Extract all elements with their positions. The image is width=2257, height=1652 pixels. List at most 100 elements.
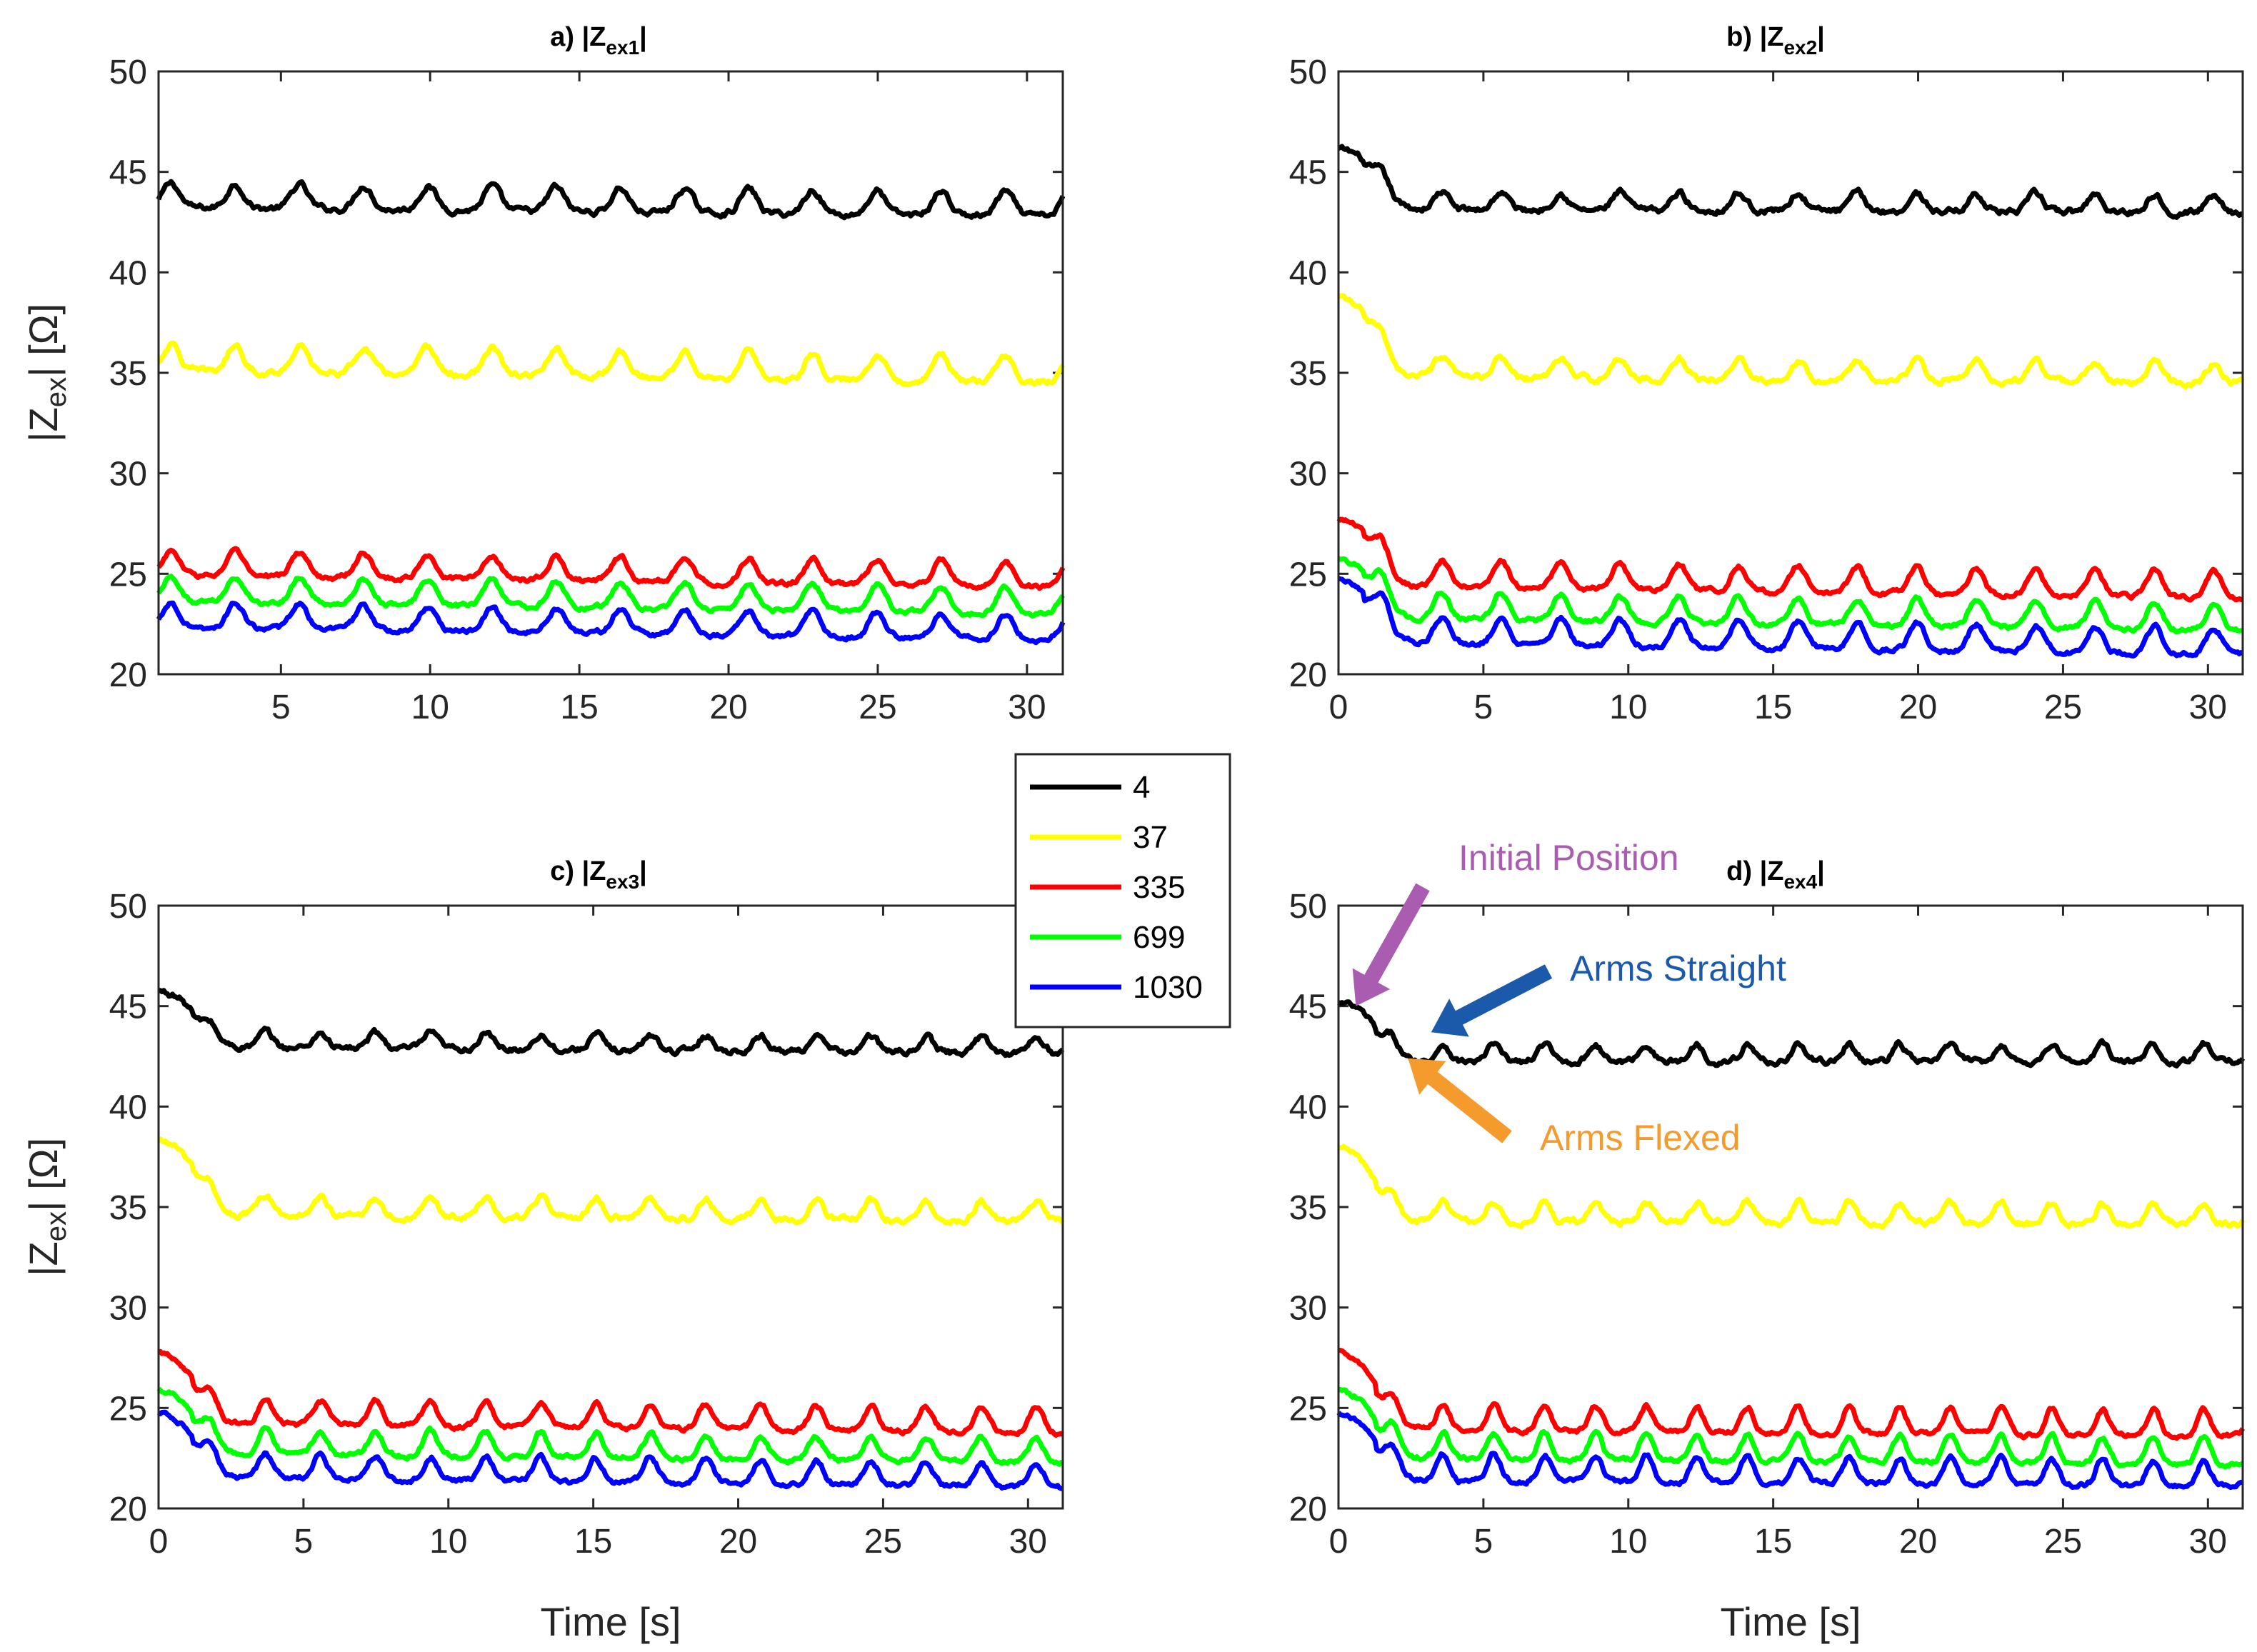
x-tick-label: 10	[1609, 689, 1647, 726]
panel-a-plot-area	[159, 71, 1063, 674]
y-tick-label: 25	[1289, 556, 1327, 594]
annotation-arrow	[1408, 1058, 1512, 1143]
x-tick-label: 5	[1474, 689, 1493, 726]
x-tick-label: 10	[411, 689, 449, 726]
panel-c-plot-area	[159, 906, 1063, 1508]
series-line-1030	[156, 600, 1066, 646]
x-tick-label: 20	[1899, 1523, 1937, 1561]
panel-c-ticks: 20 25 30 35 40 45 50 0 5 10 15 20 25 30	[109, 888, 1063, 1561]
panel-d-lines	[1336, 999, 2246, 1491]
series-line-335	[1336, 516, 2244, 603]
x-tick-label: 15	[560, 689, 598, 726]
x-tick-label: 10	[1609, 1523, 1647, 1561]
x-tick-label: 25	[2044, 689, 2082, 726]
x-tick-label: 5	[271, 689, 291, 726]
y-tick-label: 50	[109, 888, 147, 926]
y-tick-label: 50	[1289, 54, 1327, 91]
x-tick-label: 20	[709, 689, 747, 726]
series-line-37	[157, 1136, 1065, 1226]
y-tick-label: 25	[1289, 1390, 1327, 1428]
panel-a-title: a) |Zex1|	[550, 22, 647, 59]
y-tick-label: 20	[1289, 656, 1327, 694]
series-line-699	[1337, 556, 2244, 635]
panel-d: d) |Zex4| 20 25 30 35 40 45 50 0 5 10 15 20 25 30 Ini…	[1289, 838, 2246, 1561]
panel-a: a) |Zex1| 20 25 30 35 40 45 50 5 10 15 20 25 30	[109, 22, 1066, 726]
y-tick-label: 40	[109, 254, 147, 292]
series-line-4	[157, 988, 1065, 1058]
x-tick-label: 15	[1754, 689, 1792, 726]
panel-b-title: b) |Zex2|	[1726, 22, 1825, 59]
y-tick-label: 50	[109, 54, 147, 91]
panel-b: b) |Zex2| 20 25 30 35 40 45 50 0 5 10 15 20 25 30	[1289, 22, 2245, 726]
series-line-335	[157, 1348, 1064, 1438]
x-tick-label: 30	[1009, 1523, 1047, 1561]
y-tick-label: 35	[1289, 355, 1327, 393]
annotation-label: Initial Position	[1458, 838, 1679, 878]
legend-label-37: 37	[1133, 820, 1168, 855]
y-tick-label: 45	[1289, 154, 1327, 192]
y-tick-label: 45	[109, 988, 147, 1026]
y-tick-label: 40	[1289, 254, 1327, 292]
y-tick-label: 25	[109, 1390, 147, 1428]
legend-label-699: 699	[1133, 920, 1185, 955]
panel-b-axes-box	[1337, 70, 2244, 676]
legend-label-335: 335	[1133, 870, 1185, 905]
x-tick-label: 10	[429, 1523, 467, 1561]
y-axis-label-bottom: |Zex| [Ω]	[21, 1138, 72, 1276]
y-axis-label-top: |Zex| [Ω]	[21, 304, 72, 442]
x-axis-label-right: Time [s]	[1720, 1599, 1861, 1644]
series-line-699	[156, 574, 1066, 619]
y-tick-label: 30	[1289, 456, 1327, 494]
annotation-label: Arms Straight	[1570, 948, 1786, 988]
series-line-4	[1337, 144, 2244, 220]
legend-label-4: 4	[1133, 770, 1150, 805]
panel-a-lines	[156, 179, 1066, 646]
legend-label-1030: 1030	[1133, 970, 1203, 1005]
x-tick-label: 30	[2189, 689, 2227, 726]
y-tick-label: 30	[1289, 1290, 1327, 1328]
panel-c-title: c) |Zex3|	[550, 856, 647, 893]
panel-d-title: d) |Zex4|	[1726, 856, 1825, 893]
x-tick-label: 25	[864, 1523, 902, 1561]
series-line-1030	[156, 1409, 1064, 1492]
x-tick-label: 0	[149, 1523, 169, 1561]
series-line-37	[1336, 293, 2245, 390]
annotation-arrow	[1431, 964, 1553, 1037]
y-tick-label: 20	[1289, 1491, 1327, 1528]
x-tick-label: 25	[2044, 1523, 2082, 1561]
panel-c: c) |Zex3| 20 25 30 35 40 45 50 0 5 10 15 20 25 30	[109, 856, 1065, 1561]
panel-d-axes-box	[1337, 904, 2244, 1510]
y-tick-label: 35	[109, 355, 147, 393]
y-tick-label: 50	[1289, 888, 1327, 926]
y-tick-label: 40	[1289, 1088, 1327, 1126]
x-axis-label-left: Time [s]	[540, 1599, 681, 1644]
legend: 4 37 335 699 1030	[1014, 753, 1231, 1028]
y-tick-label: 40	[109, 1088, 147, 1126]
y-tick-label: 20	[109, 656, 147, 694]
x-tick-label: 15	[574, 1523, 612, 1561]
y-tick-label: 25	[109, 556, 147, 594]
x-tick-label: 20	[1899, 689, 1937, 726]
y-tick-label: 35	[1289, 1189, 1327, 1227]
legend-box	[1014, 753, 1231, 1028]
panel-c-axes-box	[157, 904, 1064, 1510]
panel-d-ticks: 20 25 30 35 40 45 50 0 5 10 15 20 25 30	[1289, 888, 2243, 1561]
series-line-1030	[1337, 576, 2244, 659]
panel-b-lines	[1336, 144, 2245, 659]
y-tick-label: 45	[1289, 988, 1327, 1026]
annotation-arrow	[1352, 883, 1430, 1006]
x-tick-label: 0	[1329, 689, 1348, 726]
y-tick-label: 30	[109, 456, 147, 494]
x-tick-label: 25	[859, 689, 896, 726]
series-line-37	[156, 340, 1066, 388]
y-tick-label: 45	[109, 154, 147, 192]
y-tick-label: 20	[109, 1491, 147, 1528]
y-tick-label: 30	[109, 1290, 147, 1328]
series-line-699	[156, 1386, 1065, 1467]
x-tick-label: 30	[1008, 689, 1046, 726]
series-line-37	[1337, 1143, 2246, 1230]
panel-a-ticks: 20 25 30 35 40 45 50 5 10 15 20 25 30	[109, 54, 1063, 726]
series-line-335	[156, 546, 1066, 591]
series-line-1030	[1336, 1411, 2244, 1491]
